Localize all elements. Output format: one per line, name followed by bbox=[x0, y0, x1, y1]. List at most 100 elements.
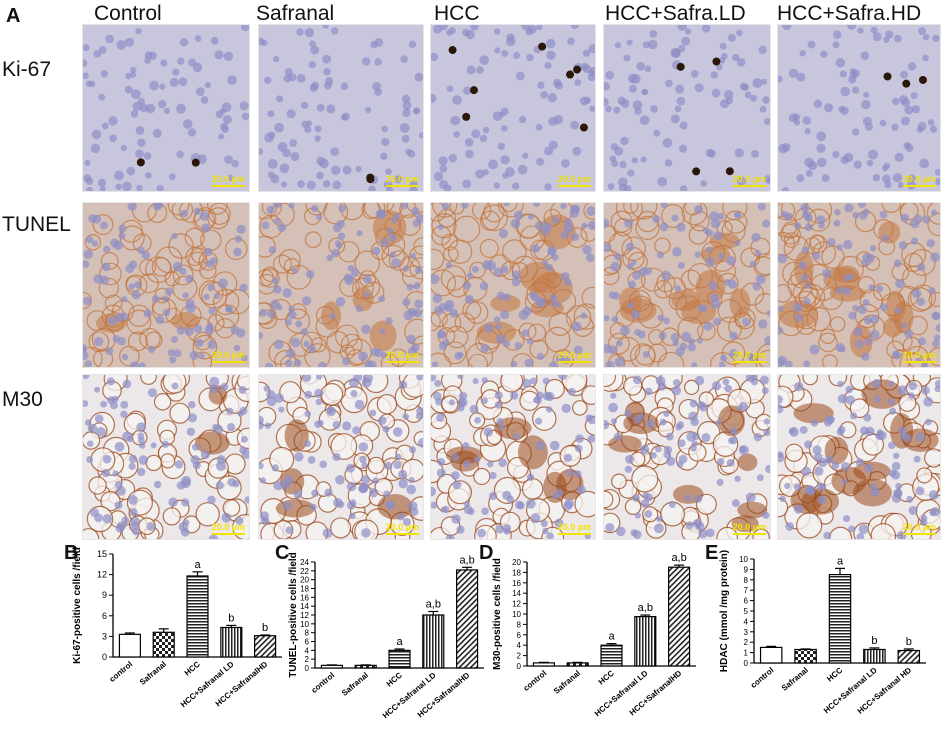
bar-control bbox=[320, 664, 343, 669]
panel-label-e: E bbox=[705, 542, 719, 564]
y-tick-label: 8 bbox=[744, 576, 749, 585]
y-tick-label: 12 bbox=[512, 600, 521, 609]
scale-bar-line bbox=[557, 185, 591, 187]
micrograph-m30-1: 20.0 µm bbox=[82, 374, 250, 540]
scale-bar-label: 20.0 µm bbox=[557, 174, 591, 184]
row-label-tunel: TUNEL bbox=[2, 213, 71, 236]
y-tick-label: 6 bbox=[744, 597, 749, 606]
scale-bar-line bbox=[902, 185, 936, 187]
micrograph-texture bbox=[431, 25, 595, 191]
x-tick-label: HCC+Safranal LD bbox=[381, 670, 438, 720]
scale-bar-line bbox=[732, 361, 766, 363]
scale-bar: 20.0 µm bbox=[902, 174, 936, 187]
y-tick-label: 6 bbox=[102, 611, 107, 621]
bar-safranal bbox=[794, 648, 817, 664]
y-tick-label: 12 bbox=[300, 611, 309, 620]
micrograph-texture bbox=[83, 25, 249, 191]
scale-bar-line bbox=[732, 533, 766, 535]
scale-bar-label: 20.0 µm bbox=[211, 350, 245, 360]
y-tick-label: 5 bbox=[744, 607, 749, 616]
micrograph-texture bbox=[259, 375, 423, 539]
y-tick-label: 14 bbox=[512, 589, 521, 598]
scale-bar-label: 20.0 µm bbox=[732, 350, 766, 360]
scale-bar-label: 20.0 µm bbox=[732, 522, 766, 532]
micrograph-tunel-4: 20.0 µm bbox=[603, 202, 771, 368]
bar-hcc-safranalhd bbox=[254, 635, 277, 658]
bar-hcc bbox=[828, 573, 852, 664]
x-tick-label: control bbox=[749, 666, 776, 690]
scale-bar: 20.0 µm bbox=[902, 522, 936, 535]
significance-label: a bbox=[396, 636, 403, 648]
micrograph-texture bbox=[431, 203, 595, 367]
y-tick-label: 6 bbox=[305, 638, 310, 647]
scale-bar: 20.0 µm bbox=[732, 350, 766, 363]
scale-bar-label: 20.0 µm bbox=[732, 174, 766, 184]
y-tick-label: 0 bbox=[744, 659, 749, 668]
micrograph-texture bbox=[604, 375, 770, 539]
significance-label: a,b bbox=[671, 552, 686, 564]
y-tick-label: 8 bbox=[305, 629, 310, 638]
micrograph-tunel-1: 20.0 µm bbox=[82, 202, 250, 368]
y-tick-label: 14 bbox=[300, 602, 309, 611]
scale-bar-label: 20.0 µm bbox=[385, 350, 419, 360]
micrograph-texture bbox=[604, 203, 770, 367]
micrograph-ki-67-1: 20.0 µm bbox=[82, 24, 250, 192]
micrograph-ki-67-2: 20.0 µm bbox=[258, 24, 424, 192]
x-tick-label: HCC+Safranal HD bbox=[856, 665, 914, 715]
x-tick-label: HCC bbox=[825, 666, 844, 684]
x-tick-label: Safranal bbox=[780, 666, 810, 693]
micrograph-m30-2: 20.0 µm bbox=[258, 374, 424, 540]
scale-bar: 20.0 µm bbox=[557, 174, 591, 187]
x-tick-label: HCC bbox=[183, 660, 202, 678]
scale-bar-label: 20.0 µm bbox=[902, 522, 936, 532]
x-tick-label: HCC+SafranalHD bbox=[416, 671, 472, 720]
bar-safranal bbox=[354, 664, 377, 669]
y-tick-label: 3 bbox=[744, 628, 749, 637]
column-header-hcc-safra-ld: HCC+Safra.LD bbox=[605, 2, 746, 25]
scale-bar: 20.0 µm bbox=[902, 350, 936, 363]
scale-bar: 20.0 µm bbox=[557, 350, 591, 363]
x-tick-label: Safranal bbox=[138, 660, 168, 687]
x-tick-label: HCC+SafranalHD bbox=[214, 660, 270, 709]
scale-bar-line bbox=[385, 361, 419, 363]
column-header-hcc-safra-hd: HCC+Safra.HD bbox=[777, 2, 922, 25]
bar-control bbox=[532, 662, 555, 667]
x-tick-label: control bbox=[310, 671, 337, 695]
y-axis-label: TUNEL-positive cells /field bbox=[288, 552, 299, 678]
significance-label: a,b bbox=[426, 598, 441, 610]
y-tick-label: 2 bbox=[517, 652, 522, 661]
significance-label: a bbox=[837, 555, 844, 567]
y-tick-label: 8 bbox=[517, 620, 522, 629]
micrograph-tunel-2: 20.0 µm bbox=[258, 202, 424, 368]
y-tick-label: 0 bbox=[305, 664, 310, 673]
panel-label-b: B bbox=[64, 542, 79, 564]
x-tick-label: control bbox=[108, 660, 135, 684]
scale-bar-line bbox=[211, 185, 245, 187]
scale-bar: 20.0 µm bbox=[385, 350, 419, 363]
bar-hcc bbox=[388, 649, 411, 669]
scale-bar-label: 20.0 µm bbox=[557, 350, 591, 360]
column-header-safranal: Safranal bbox=[256, 2, 335, 25]
bar-safranal bbox=[566, 662, 589, 667]
y-tick-label: 22 bbox=[300, 567, 309, 576]
x-tick-label: HCC bbox=[385, 671, 404, 689]
column-header-control: Control bbox=[94, 2, 162, 25]
panel-label-c: C bbox=[275, 542, 290, 564]
y-tick-label: 9 bbox=[102, 590, 107, 600]
significance-label: b bbox=[871, 635, 877, 647]
y-tick-label: 20 bbox=[512, 558, 521, 567]
micrograph-tunel-3: 20.0 µm bbox=[430, 202, 596, 368]
micrograph-texture bbox=[431, 375, 595, 539]
y-tick-label: 0 bbox=[102, 652, 107, 662]
scale-bar-label: 20.0 µm bbox=[385, 174, 419, 184]
y-tick-label: 10 bbox=[512, 610, 521, 619]
scale-bar: 20.0 µm bbox=[211, 174, 245, 187]
y-tick-label: 2 bbox=[744, 638, 749, 647]
panel-label-d: D bbox=[479, 542, 494, 564]
y-tick-label: 10 bbox=[300, 620, 309, 629]
bar-control bbox=[118, 633, 141, 658]
y-tick-label: 16 bbox=[300, 593, 309, 602]
y-tick-label: 18 bbox=[512, 568, 521, 577]
significance-label: a bbox=[608, 631, 615, 643]
significance-label: b bbox=[228, 612, 234, 624]
